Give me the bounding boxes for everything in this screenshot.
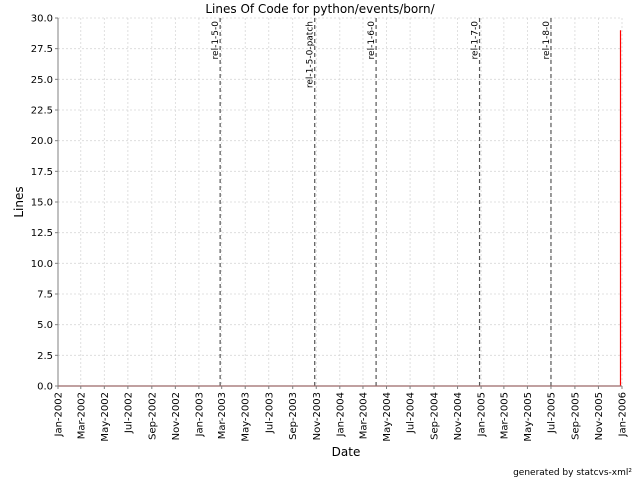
x-tick-label: Nov-2003 (312, 392, 323, 440)
x-tick-label: Jan-2005 (477, 392, 488, 437)
chart-title: Lines Of Code for python/events/born/ (205, 2, 435, 16)
y-tick-label: 5.0 (37, 320, 53, 331)
y-axis-ticks: 0.0 2.5 5.0 7.5 10.0 12.5 15.0 17.5 20.0 22.5 25.0… (31, 14, 58, 393)
y-tick-label: 25.0 (31, 75, 53, 86)
x-tick-label: May-2002 (100, 392, 111, 442)
y-tick-label: 30.0 (31, 14, 53, 25)
y-tick-label: 20.0 (31, 136, 53, 147)
y-tick-label: 27.5 (31, 44, 53, 55)
release-marker-label: rel-1-6-0 (367, 21, 377, 60)
x-tick-label: Sep-2002 (147, 392, 158, 440)
x-tick-label: Jan-2003 (194, 392, 205, 437)
y-tick-label: 12.5 (31, 228, 53, 239)
x-tick-label: Jan-2004 (335, 392, 346, 437)
y-tick-label: 22.5 (31, 106, 53, 117)
y-tick-label: 17.5 (31, 167, 53, 178)
release-marker-label: rel-1-5-0-patch (306, 21, 316, 88)
y-tick-label: 15.0 (31, 198, 53, 209)
x-tick-label: Nov-2004 (453, 392, 464, 440)
x-tick-label: Sep-2004 (430, 392, 441, 440)
x-tick-label: Nov-2005 (594, 392, 605, 440)
x-tick-label: May-2004 (382, 392, 393, 442)
x-tick-label: Nov-2002 (171, 392, 182, 440)
x-tick-label: Mar-2003 (217, 392, 228, 439)
release-marker-label: rel-1-5-0 (211, 21, 221, 60)
x-tick-label: Mar-2002 (76, 392, 87, 439)
x-tick-label: Jul-2002 (123, 392, 134, 434)
x-tick-label: Jan-2002 (54, 392, 65, 437)
y-tick-label: 0.0 (37, 382, 53, 393)
x-tick-label: Sep-2005 (570, 392, 581, 440)
grid (57, 17, 623, 387)
release-marker-label: rel-1-8-0 (542, 21, 552, 60)
x-axis-label: Date (332, 445, 361, 459)
x-tick-label: May-2003 (241, 392, 252, 442)
x-tick-label: May-2005 (523, 392, 534, 442)
x-tick-label: Jul-2005 (546, 392, 557, 434)
x-tick-label: Jan-2006 (618, 392, 629, 437)
footer-credit: generated by statcvs-xml² (513, 468, 632, 478)
y-tick-label: 2.5 (37, 351, 53, 362)
y-tick-label: 10.0 (31, 259, 53, 270)
x-tick-label: Jul-2004 (406, 392, 417, 434)
x-tick-label: Mar-2004 (358, 392, 369, 439)
x-tick-label: Sep-2003 (288, 392, 299, 440)
y-tick-label: 7.5 (37, 290, 53, 301)
x-axis-ticks: Jan-2002 Mar-2002 May-2002 Jul-2002 Sep-2002… (54, 386, 629, 442)
x-tick-label: Jul-2003 (264, 392, 275, 434)
release-marker-label: rel-1-7-0 (471, 21, 481, 60)
release-markers: rel-1-5-0 rel-1-5-0-patch rel-1-6-0 rel-1-7… (211, 18, 552, 386)
x-tick-label: Mar-2005 (499, 392, 510, 439)
y-axis-label: Lines (12, 186, 26, 217)
